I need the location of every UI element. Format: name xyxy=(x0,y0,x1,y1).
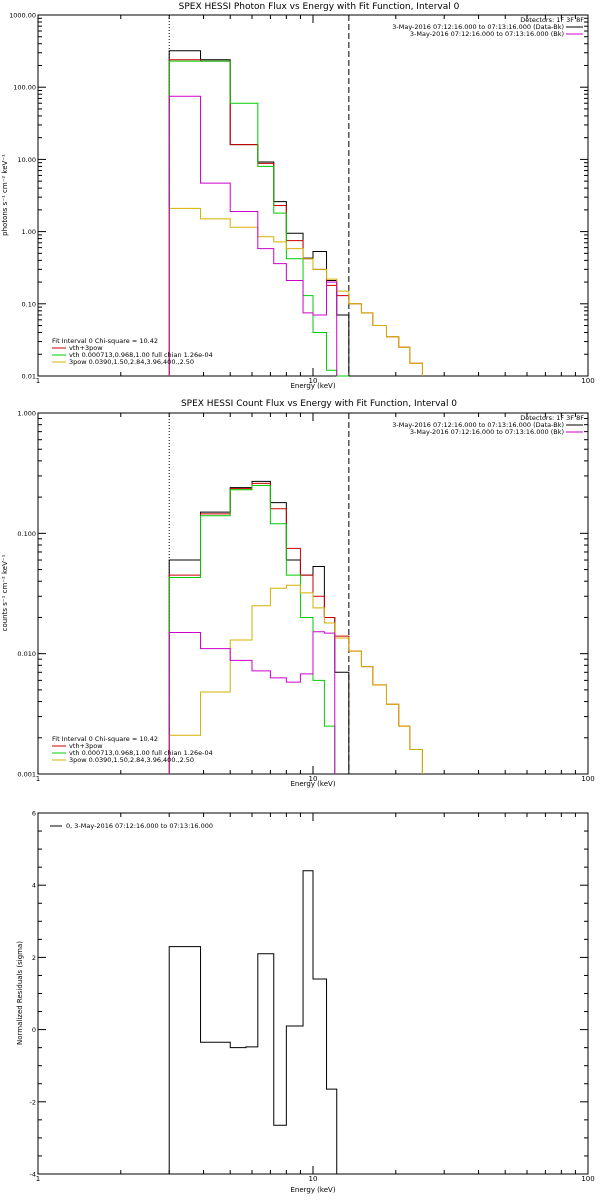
count-flux-panel: SPEX HESSI Count Flux vs Energy with Fit… xyxy=(1,399,595,788)
residuals-xlabel: Energy (keV) xyxy=(290,1186,335,1194)
count-flux-xtick-label: 100 xyxy=(581,775,594,783)
photon-flux-ytick-label: 1.00 xyxy=(22,228,36,236)
photon-flux-legend-item-label: 3-May-2016 07:12:16.000 to 07:13:16.000 … xyxy=(410,30,564,38)
count-flux-series-0 xyxy=(168,480,350,774)
count-flux-legend-header: Detectors: 1F 3F 8F xyxy=(520,414,584,422)
residuals-xtick-label: 100 xyxy=(581,1175,594,1183)
count-flux-ytick-label: 0.010 xyxy=(17,650,36,658)
photon-flux-panel: SPEX HESSI Photon Flux vs Energy with Fi… xyxy=(1,2,595,390)
photon-flux-xtick-label: 100 xyxy=(581,377,594,385)
count-flux-series-3 xyxy=(168,584,423,774)
residuals-ytick-label: 6 xyxy=(32,810,36,818)
photon-flux-series-1 xyxy=(168,59,423,376)
residuals-frame xyxy=(37,812,589,1175)
residuals-ytick-label: 4 xyxy=(32,882,36,890)
photon-flux-ytick-label: 0.10 xyxy=(22,300,36,308)
count-flux-title: SPEX HESSI Count Flux vs Energy with Fit… xyxy=(181,399,457,409)
count-flux-legend-item-label: 3-May-2016 07:12:16.000 to 07:13:16.000 … xyxy=(410,428,564,436)
count-flux-xlabel: Energy (keV) xyxy=(290,780,335,788)
photon-flux-series-0 xyxy=(168,50,350,376)
count-flux-legend-item-label: 3-May-2016 07:12:16.000 to 07:13:16.000 … xyxy=(392,421,564,429)
residuals-ytick-label: 2 xyxy=(32,954,36,962)
photon-flux-legend-item-label: 3-May-2016 07:12:16.000 to 07:13:16.000 … xyxy=(392,23,564,31)
residuals-series-0 xyxy=(168,870,338,1174)
residuals-ytick-label: -4 xyxy=(30,1171,36,1179)
photon-flux-ytick-label: 10.00 xyxy=(17,156,36,164)
count-flux-ytick-label: 1.000 xyxy=(17,410,36,418)
count-flux-series-1 xyxy=(168,482,423,774)
photon-flux-xtick-label: 10 xyxy=(309,377,318,385)
photon-flux-ytick-label: 1000.00 xyxy=(9,12,36,20)
residuals-ylabel: Normalized Residuals (sigma) xyxy=(16,941,24,1045)
photon-flux-fit-legend-label: vth 0.000713,0.968,1.00 full chian 1.26e… xyxy=(69,351,213,359)
photon-flux-legend-header: Detectors: 1F 3F 8F xyxy=(520,16,584,24)
count-flux-ytick-label: 0.001 xyxy=(17,771,36,779)
photon-flux-series-4 xyxy=(168,95,338,376)
count-flux-ylabel: counts s⁻¹ cm⁻² keV⁻¹ xyxy=(1,554,9,631)
count-flux-xtick-label: 1 xyxy=(36,775,40,783)
residuals-xtick-label: 10 xyxy=(309,1175,318,1183)
count-flux-series-2 xyxy=(168,484,336,774)
count-flux-fit-legend-label: vth+3pow xyxy=(69,742,103,750)
photon-flux-title: SPEX HESSI Photon Flux vs Energy with Fi… xyxy=(179,2,460,12)
photon-flux-fit-legend-label: vth+3pow xyxy=(69,344,103,352)
photon-flux-xtick-label: 1 xyxy=(36,377,40,385)
photon-flux-series-2 xyxy=(168,60,349,377)
count-flux-ytick-label: 0.100 xyxy=(17,530,36,538)
count-flux-fit-legend-label: 3pow 0.0390,1.50,2.84,3.96,400.,2.50 xyxy=(69,756,194,764)
residuals-ytick-label: -2 xyxy=(30,1098,36,1106)
residuals-xtick-label: 1 xyxy=(36,1175,40,1183)
residuals-legend-label: 0, 3-May-2016 07:12:16.000 to 07:13:16.0… xyxy=(66,822,213,830)
photon-flux-series-3 xyxy=(168,207,423,376)
photon-flux-xlabel: Energy (keV) xyxy=(290,382,335,390)
residuals-panel: Energy (keV) Normalized Residuals (sigma… xyxy=(16,810,595,1195)
photon-flux-ylabel: photons s⁻¹ cm⁻² keV⁻¹ xyxy=(1,154,9,236)
photon-flux-ytick-label: 0.01 xyxy=(22,373,36,381)
photon-flux-fit-legend-header: Fit Interval 0 Chi-square = 10.42 xyxy=(52,337,158,345)
photon-flux-ytick-label: 100.00 xyxy=(13,84,36,92)
count-flux-fit-legend-header: Fit Interval 0 Chi-square = 10.42 xyxy=(52,735,158,743)
count-flux-series-4 xyxy=(168,631,336,774)
photon-flux-fit-legend-label: 3pow 0.0390,1.50,2.84,3.96,400.,2.50 xyxy=(69,358,194,366)
count-flux-xtick-label: 10 xyxy=(309,775,318,783)
residuals-ytick-label: 0 xyxy=(32,1026,36,1034)
count-flux-fit-legend-label: vth 0.000713,0.968,1.00 full chian 1.26e… xyxy=(69,749,213,757)
